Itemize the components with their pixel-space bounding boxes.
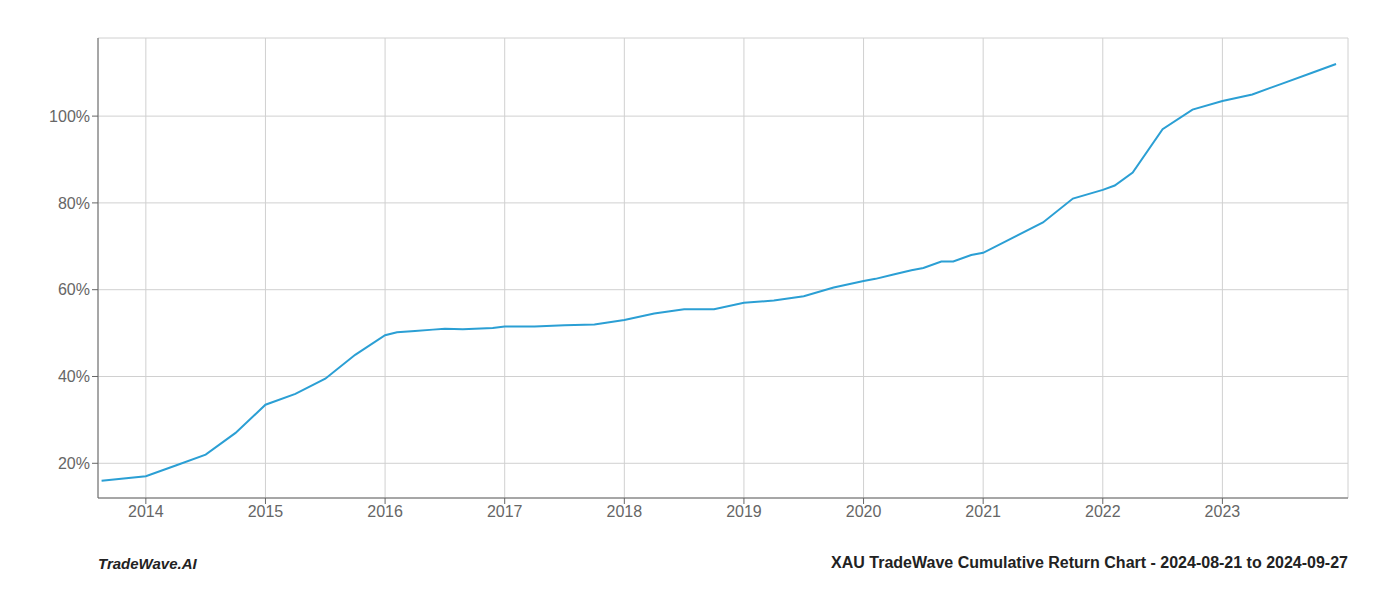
svg-text:2023: 2023 [1205, 503, 1241, 520]
svg-text:2016: 2016 [367, 503, 403, 520]
html-text:XAU TradeWave Cumulative Retur: XAU TradeWave Cumulative Return Chart - … [831, 554, 1348, 571]
svg-text:100%: 100% [49, 108, 90, 125]
svg-text:80%: 80% [58, 195, 90, 212]
svg-text:40%: 40% [58, 368, 90, 385]
svg-text:60%: 60% [58, 281, 90, 298]
svg-text:2014: 2014 [128, 503, 164, 520]
svg-text:2022: 2022 [1085, 503, 1121, 520]
svg-text:20%: 20% [58, 455, 90, 472]
html-text:TradeWave.AI: TradeWave.AI [98, 554, 197, 572]
svg-text:2017: 2017 [487, 503, 523, 520]
svg-text:2015: 2015 [248, 503, 284, 520]
svg-text:2021: 2021 [965, 503, 1001, 520]
svg-text:2018: 2018 [607, 503, 643, 520]
svg-text:2019: 2019 [726, 503, 762, 520]
svg-text:2020: 2020 [846, 503, 882, 520]
